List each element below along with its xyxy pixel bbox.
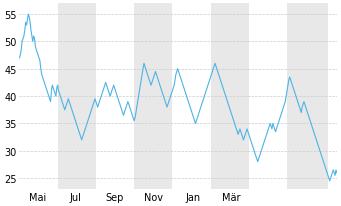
Bar (287, 4, 328, 189)
Bar (134, 4, 172, 189)
Bar (211, 4, 249, 189)
Bar (58, 4, 96, 189)
